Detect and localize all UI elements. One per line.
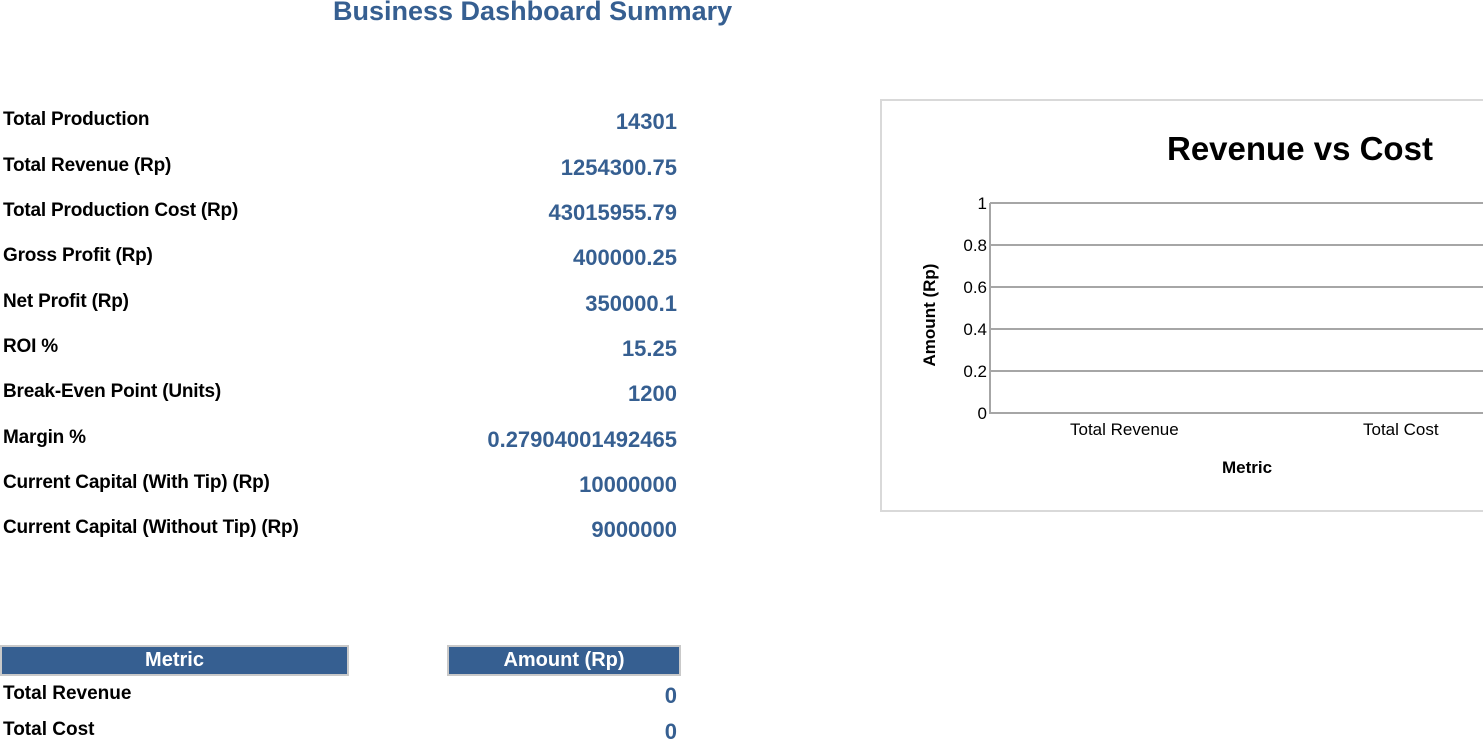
kpi-label: Current Capital (Without Tip) (Rp) bbox=[3, 517, 299, 538]
table-header-amount: Amount (Rp) bbox=[447, 645, 681, 676]
kpi-label: Net Profit (Rp) bbox=[3, 291, 129, 312]
kpi-label: Total Production Cost (Rp) bbox=[3, 200, 239, 221]
gridline bbox=[990, 328, 1483, 330]
table-header-metric: Metric bbox=[0, 645, 349, 676]
kpi-value: 1200 bbox=[628, 381, 677, 406]
kpi-label: ROI % bbox=[3, 336, 58, 357]
kpi-value: 43015955.79 bbox=[548, 200, 677, 225]
y-tick: 0 bbox=[977, 404, 987, 423]
chart-y-axis-label: Amount (Rp) bbox=[920, 263, 939, 367]
kpi-row-capital-with-tip: Current Capital (With Tip) (Rp) 10000000 bbox=[0, 472, 680, 502]
kpi-value: 1254300.75 bbox=[560, 155, 677, 180]
kpi-value: 0.27904001492465 bbox=[487, 427, 677, 452]
kpi-label: Break-Even Point (Units) bbox=[3, 381, 221, 402]
kpi-value: 10000000 bbox=[579, 472, 677, 497]
kpi-value: 350000.1 bbox=[585, 291, 677, 316]
kpi-label: Gross Profit (Rp) bbox=[3, 245, 153, 266]
kpi-row-total-production: Total Production 14301 bbox=[0, 109, 680, 139]
chart-x-axis bbox=[990, 412, 1483, 414]
chart-container[interactable] bbox=[880, 99, 1483, 512]
chart-y-axis bbox=[989, 203, 991, 414]
kpi-row-break-even: Break-Even Point (Units) 1200 bbox=[0, 381, 680, 411]
y-tick: 0.2 bbox=[963, 362, 987, 381]
kpi-value: 9000000 bbox=[591, 517, 677, 542]
gridline bbox=[990, 286, 1483, 288]
kpi-row-total-production-cost: Total Production Cost (Rp) 43015955.79 bbox=[0, 200, 680, 230]
kpi-row-roi: ROI % 15.25 bbox=[0, 336, 680, 366]
kpi-value: 400000.25 bbox=[573, 245, 677, 270]
table-cell-amount: 0 bbox=[664, 719, 677, 744]
y-tick: 0.8 bbox=[963, 236, 987, 255]
x-tick: Total Cost bbox=[1363, 420, 1439, 439]
kpi-value: 14301 bbox=[615, 109, 677, 134]
table-row: Total Cost 0 bbox=[0, 719, 680, 749]
kpi-label: Total Revenue (Rp) bbox=[3, 155, 172, 176]
gridline bbox=[990, 202, 1483, 204]
y-tick: 1 bbox=[977, 194, 987, 213]
kpi-value: 15.25 bbox=[621, 336, 677, 361]
kpi-row-total-revenue: Total Revenue (Rp) 1254300.75 bbox=[0, 155, 680, 185]
kpi-label: Current Capital (With Tip) (Rp) bbox=[3, 472, 270, 493]
kpi-row-capital-without-tip: Current Capital (Without Tip) (Rp) 90000… bbox=[0, 517, 680, 547]
table-cell-metric: Total Revenue bbox=[3, 683, 132, 704]
table-cell-amount: 0 bbox=[664, 683, 677, 708]
chart-x-axis-label: Metric bbox=[1222, 458, 1273, 477]
kpi-row-margin: Margin % 0.27904001492465 bbox=[0, 427, 680, 457]
chart-title: Revenue vs Cost bbox=[1167, 130, 1433, 167]
table-row: Total Revenue 0 bbox=[0, 683, 680, 713]
kpi-row-gross-profit: Gross Profit (Rp) 400000.25 bbox=[0, 245, 680, 275]
gridline bbox=[990, 370, 1483, 372]
gridline bbox=[990, 244, 1483, 246]
y-tick: 0.6 bbox=[963, 278, 987, 297]
table-cell-metric: Total Cost bbox=[3, 719, 95, 740]
kpi-label: Total Production bbox=[3, 109, 150, 130]
y-tick: 0.4 bbox=[963, 320, 987, 339]
kpi-row-net-profit: Net Profit (Rp) 350000.1 bbox=[0, 291, 680, 321]
x-tick: Total Revenue bbox=[1070, 420, 1179, 439]
kpi-label: Margin % bbox=[3, 427, 86, 448]
page-title: Business Dashboard Summary bbox=[333, 0, 733, 26]
